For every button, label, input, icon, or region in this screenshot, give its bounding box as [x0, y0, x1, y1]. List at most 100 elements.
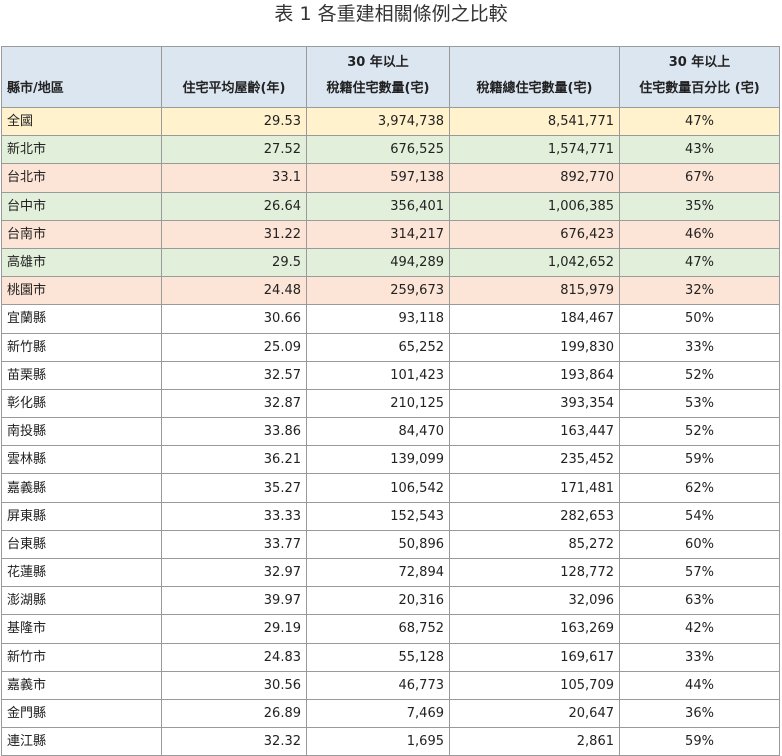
cell-old-housing-pct: 59% [619, 445, 780, 475]
cell-region: 台東縣 [1, 529, 162, 560]
table-row: 屏東縣 33.33 152,543 282,653 54% [1, 501, 780, 531]
cell-region: 苗栗縣 [1, 360, 162, 390]
cell-total-housing: 2,861 [449, 727, 620, 756]
table-row: 苗栗縣 32.57 101,423 193,864 52% [1, 360, 780, 390]
table-row: 連江縣 32.32 1,695 2,861 59% [1, 727, 780, 756]
cell-old-housing-pct: 47% [619, 106, 780, 137]
cell-region: 高雄市 [1, 247, 162, 278]
cell-avg-age: 29.5 [161, 247, 307, 278]
table-header-row: 縣市/地區 住宅平均屋齡(年) 30 年以上 稅籍住宅數量(宅) 稅籍總住宅數量… [1, 46, 780, 108]
cell-avg-age: 24.83 [161, 642, 307, 672]
cell-old-housing-pct: 33% [619, 642, 780, 672]
cell-avg-age: 33.1 [161, 163, 307, 193]
page-title: 表 1 各重建相關條例之比較 [274, 3, 508, 25]
cell-old-housing-pct: 32% [619, 276, 780, 306]
header-old-housing-count: 30 年以上 稅籍住宅數量(宅) [306, 46, 450, 108]
cell-old-housing-pct: 57% [619, 557, 780, 588]
cell-avg-age: 26.64 [161, 191, 307, 221]
cell-old-housing-count: 20,316 [306, 586, 450, 616]
cell-region: 新竹市 [1, 642, 162, 672]
cell-region: 新竹縣 [1, 332, 162, 362]
cell-old-housing-pct: 63% [619, 586, 780, 616]
cell-total-housing: 815,979 [449, 276, 620, 306]
header-old-housing-line1: 30 年以上 [347, 55, 409, 70]
cell-old-housing-pct: 42% [619, 614, 780, 644]
cell-old-housing-count: 50,896 [306, 529, 450, 560]
cell-old-housing-count: 46,773 [306, 670, 450, 700]
cell-region: 金門縣 [1, 698, 162, 729]
cell-total-housing: 32,096 [449, 586, 620, 616]
cell-total-housing: 193,864 [449, 360, 620, 390]
cell-region: 澎湖縣 [1, 586, 162, 616]
cell-region: 基隆市 [1, 614, 162, 644]
table-row: 澎湖縣 39.97 20,316 32,096 63% [1, 586, 780, 616]
cell-region: 連江縣 [1, 727, 162, 756]
cell-avg-age: 33.33 [161, 501, 307, 531]
cell-avg-age: 32.87 [161, 388, 307, 419]
cell-old-housing-count: 1,695 [306, 727, 450, 756]
header-avg-age: 住宅平均屋齡(年) [161, 46, 307, 108]
cell-old-housing-count: 356,401 [306, 191, 450, 221]
cell-region: 台中市 [1, 191, 162, 221]
table-row: 桃園市 24.48 259,673 815,979 32% [1, 276, 780, 306]
cell-region: 嘉義市 [1, 670, 162, 700]
table-row: 台南市 31.22 314,217 676,423 46% [1, 219, 780, 249]
header-old-pct-line2: 住宅數量百分比 (宅) [639, 81, 760, 96]
cell-old-housing-pct: 67% [619, 163, 780, 193]
cell-avg-age: 33.86 [161, 417, 307, 447]
cell-region: 全國 [1, 106, 162, 137]
cell-old-housing-pct: 52% [619, 417, 780, 447]
cell-avg-age: 33.77 [161, 529, 307, 560]
cell-old-housing-pct: 47% [619, 247, 780, 278]
cell-region: 雲林縣 [1, 445, 162, 475]
cell-avg-age: 27.52 [161, 135, 307, 165]
table-row: 新竹縣 25.09 65,252 199,830 33% [1, 332, 780, 362]
cell-old-housing-count: 259,673 [306, 276, 450, 306]
cell-region: 屏東縣 [1, 501, 162, 531]
cell-old-housing-count: 93,118 [306, 304, 450, 334]
cell-region: 花蓮縣 [1, 557, 162, 588]
cell-total-housing: 128,772 [449, 557, 620, 588]
cell-old-housing-pct: 33% [619, 332, 780, 362]
cell-old-housing-count: 152,543 [306, 501, 450, 531]
cell-old-housing-pct: 52% [619, 360, 780, 390]
cell-region: 宜蘭縣 [1, 304, 162, 334]
cell-total-housing: 1,042,652 [449, 247, 620, 278]
cell-old-housing-count: 101,423 [306, 360, 450, 390]
cell-avg-age: 32.57 [161, 360, 307, 390]
cell-old-housing-pct: 44% [619, 670, 780, 700]
header-total-housing: 稅籍總住宅數量(宅) [449, 46, 620, 108]
cell-total-housing: 282,653 [449, 501, 620, 531]
table-row: 金門縣 26.89 7,469 20,647 36% [1, 698, 780, 729]
cell-total-housing: 85,272 [449, 529, 620, 560]
cell-total-housing: 184,467 [449, 304, 620, 334]
cell-old-housing-count: 494,289 [306, 247, 450, 278]
cell-total-housing: 163,447 [449, 417, 620, 447]
table-row: 嘉義市 30.56 46,773 105,709 44% [1, 670, 780, 700]
cell-old-housing-count: 139,099 [306, 445, 450, 475]
table-row: 台中市 26.64 356,401 1,006,385 35% [1, 191, 780, 221]
cell-old-housing-count: 65,252 [306, 332, 450, 362]
cell-avg-age: 29.19 [161, 614, 307, 644]
cell-avg-age: 36.21 [161, 445, 307, 475]
cell-region: 台南市 [1, 219, 162, 249]
cell-old-housing-count: 68,752 [306, 614, 450, 644]
cell-region: 台北市 [1, 163, 162, 193]
cell-avg-age: 32.97 [161, 557, 307, 588]
cell-old-housing-count: 106,542 [306, 473, 450, 503]
header-old-housing-pct: 30 年以上 住宅數量百分比 (宅) [619, 46, 780, 108]
cell-old-housing-count: 676,525 [306, 135, 450, 165]
cell-region: 桃園市 [1, 276, 162, 306]
table-body: 全國 29.53 3,974,738 8,541,771 47% 新北市 27.52 676,… [1, 106, 780, 756]
table-row: 嘉義縣 35.27 106,542 171,481 62% [1, 473, 780, 503]
cell-old-housing-pct: 35% [619, 191, 780, 221]
cell-total-housing: 171,481 [449, 473, 620, 503]
cell-old-housing-pct: 46% [619, 219, 780, 249]
cell-total-housing: 1,006,385 [449, 191, 620, 221]
cell-old-housing-count: 314,217 [306, 219, 450, 249]
table-row: 台東縣 33.77 50,896 85,272 60% [1, 529, 780, 560]
cell-total-housing: 105,709 [449, 670, 620, 700]
cell-total-housing: 8,541,771 [449, 106, 620, 137]
cell-old-housing-count: 597,138 [306, 163, 450, 193]
cell-avg-age: 32.32 [161, 727, 307, 756]
